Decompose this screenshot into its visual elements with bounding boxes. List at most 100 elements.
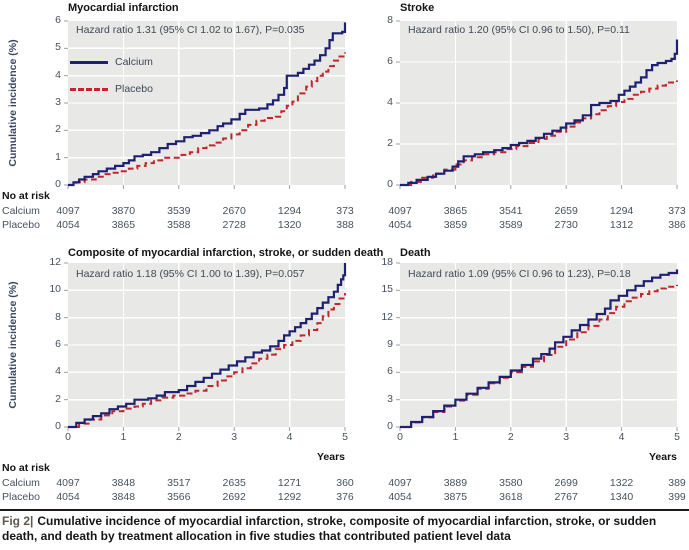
no-at-risk-value: 4054 [56,491,80,503]
y-tick-label: 6 [55,14,61,26]
calcium-curve [68,22,347,187]
y-tick-label: 5 [55,41,61,54]
x-axis-title-left: Years [316,451,345,463]
legend-item-placebo: Placebo [70,83,153,95]
no-at-risk-value: 3848 [111,491,136,503]
x-tick-label: 5 [674,431,680,443]
y-tick-label: 2 [55,392,61,405]
no-at-risk-header-bottom: No at risk [2,462,50,474]
y-tick-label: 9 [387,338,393,350]
no-at-risk-value: 3889 [443,477,468,489]
risk-row-label-placebo-top: Placebo [2,219,40,231]
y-tick-label: 18 [381,256,393,268]
no-at-risk-value: 3541 [499,205,523,217]
calcium-curve [400,269,679,429]
x-axis-title-right: Years [648,451,677,463]
y-tick-label: 15 [381,283,393,296]
x-tick-label: 0 [65,431,71,443]
y-tick-label: 3 [387,392,393,405]
x-tick-label: 0 [397,431,403,443]
hazard-ratio-annotation-composite: Hazard ratio 1.18 (95% CI 1.00 to 1.39),… [76,268,305,280]
no-at-risk-value: 4054 [388,219,412,231]
no-at-risk-value: 2692 [222,491,246,503]
figure-caption-label: Fig 2| [2,514,34,528]
y-tick-label: 2 [387,137,393,149]
no-at-risk-value: 4097 [56,477,80,489]
risk-row-label-calcium-bottom: Calcium [2,477,40,489]
hazard-ratio-annotation-stroke: Hazard ratio 1.20 (95% CI 0.96 to 1.50),… [408,24,630,36]
no-at-risk-value: 1271 [277,477,302,489]
no-at-risk-value: 2670 [222,205,246,217]
x-tick-label: 3 [563,431,570,443]
no-at-risk-value: 4097 [388,477,412,489]
no-at-risk-value: 373 [336,205,354,217]
y-tick-label: 12 [381,310,393,323]
no-at-risk-value: 389 [668,477,686,489]
y-tick-label: 6 [387,55,393,67]
no-at-risk-value: 2730 [554,219,578,231]
x-tick-label: 5 [342,431,348,443]
no-at-risk-value: 1322 [609,477,634,489]
no-at-risk-value: 388 [336,219,354,231]
y-tick-label: 4 [55,365,61,378]
y-tick-label: 0 [55,420,61,432]
y-tick-label: 4 [55,68,61,81]
y-tick-label: 0 [387,420,393,432]
no-at-risk-value: 4097 [56,205,80,217]
calcium-curve [68,263,347,429]
figure-caption-text: Cumulative incidence of myocardial infar… [2,514,657,544]
legend-label-calcium: Calcium [115,56,153,68]
no-at-risk-value: 3589 [499,219,523,231]
no-at-risk-value: 386 [668,219,686,231]
no-at-risk-value: 1320 [277,219,302,231]
x-tick-label: 3 [231,431,238,443]
no-at-risk-header-top: No at risk [2,190,50,202]
y-tick-label: 6 [55,338,61,350]
no-at-risk-value: 2659 [554,205,578,217]
x-tick-label: 2 [507,431,514,443]
placebo-line-swatch [70,87,108,91]
x-tick-label: 1 [120,431,127,443]
no-at-risk-value: 3618 [499,491,523,503]
no-at-risk-value: 1312 [609,219,634,231]
no-at-risk-value: 2635 [222,477,246,489]
y-tick-label: 0 [55,178,61,190]
calcium-curve [400,39,679,187]
y-tick-label: 6 [387,365,393,378]
caption-divider [0,509,689,511]
legend-label-placebo: Placebo [115,83,153,95]
no-at-risk-value: 3539 [167,205,191,217]
no-at-risk-value: 373 [668,205,686,217]
no-at-risk-value: 3875 [443,491,468,503]
chart-title-myocardial-infarction: Myocardial infarction [68,2,179,14]
y-tick-label: 12 [49,256,61,268]
no-at-risk-value: 376 [336,491,354,503]
placebo-curve [68,293,346,428]
y-tick-label: 1 [55,150,61,163]
chart-title-death: Death [400,247,431,259]
y-tick-label: 0 [387,178,393,190]
x-tick-label: 4 [618,431,625,443]
no-at-risk-value: 4054 [56,219,80,231]
risk-row-label-calcium-top: Calcium [2,205,40,217]
y-axis-title-bottom: Cumulative incidence (%) [7,281,19,409]
no-at-risk-value: 1292 [277,491,302,503]
figure-caption: Fig 2| Cumulative incidence of myocardial… [2,514,687,545]
x-tick-label: 4 [286,431,293,443]
y-axis-title-top: Cumulative incidence (%) [7,39,19,167]
no-at-risk-value: 3848 [111,477,136,489]
no-at-risk-value: 3566 [167,491,191,503]
no-at-risk-value: 3859 [443,219,468,231]
hazard-ratio-annotation-death: Hazard ratio 1.09 (95% CI 0.96 to 1.23),… [408,268,631,280]
y-tick-label: 8 [387,14,393,26]
y-tick-label: 4 [387,96,393,108]
placebo-curve [68,52,346,186]
legend-item-calcium: Calcium [70,56,153,68]
y-tick-label: 2 [55,123,61,136]
no-at-risk-value: 2699 [554,477,578,489]
no-at-risk-value: 3517 [167,477,191,489]
chart-title-composite: Composite of myocardial infarction, stro… [68,247,384,259]
x-tick-label: 2 [175,431,182,443]
no-at-risk-value: 1294 [609,205,634,217]
